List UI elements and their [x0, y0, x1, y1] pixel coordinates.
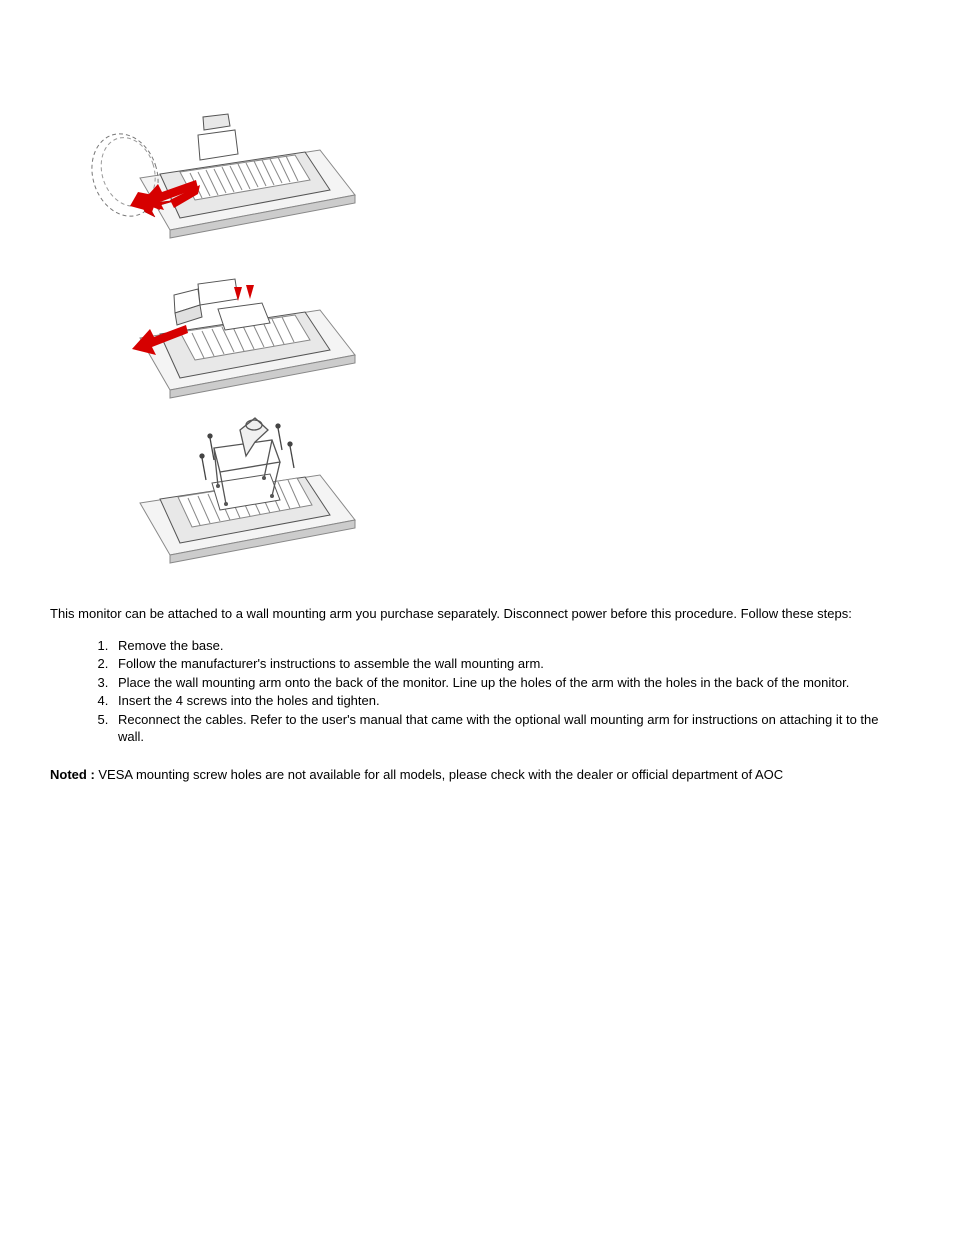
step-item: Reconnect the cables. Refer to the user'…	[112, 711, 904, 746]
noted-text: VESA mounting screw holes are not availa…	[98, 767, 783, 782]
step-item: Follow the manufacturer's instructions t…	[112, 655, 904, 673]
step-item: Place the wall mounting arm onto the bac…	[112, 674, 904, 692]
intro-text: This monitor can be attached to a wall m…	[50, 605, 904, 623]
step-item: Insert the 4 screws into the holes and t…	[112, 692, 904, 710]
diagram-attach-mount	[80, 410, 360, 575]
diagram-remove-neck	[80, 255, 360, 410]
step-item: Remove the base.	[112, 637, 904, 655]
noted-line: Noted : VESA mounting screw holes are no…	[50, 766, 904, 784]
diagram-stack	[80, 100, 904, 575]
noted-label: Noted :	[50, 767, 98, 782]
diagram-remove-base	[80, 100, 360, 255]
steps-list: Remove the base. Follow the manufacturer…	[50, 637, 904, 746]
